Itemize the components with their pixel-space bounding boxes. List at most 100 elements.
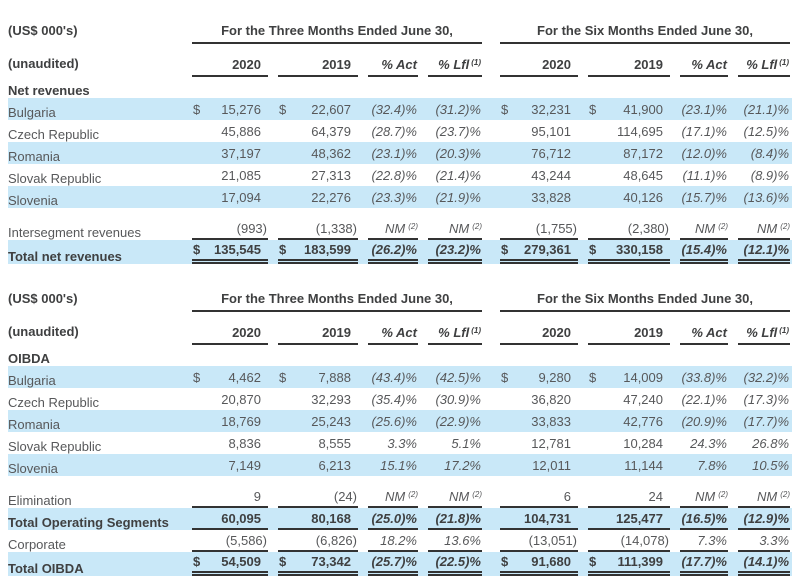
percent-value: 3.3% <box>387 436 417 451</box>
table-row: Slovenia 7,149 6,213 15.1% 17.2% 12,011 11,144… <box>8 454 793 476</box>
act-header-label: % Act <box>691 57 727 72</box>
value-cell: 18,769 <box>184 410 270 432</box>
percent-value: 26.8% <box>752 436 790 451</box>
value-cell: (1,755) <box>484 208 580 240</box>
percent-value: 15.1% <box>380 458 417 473</box>
value-cell: (12.0)% <box>672 142 730 164</box>
percent-value: NM <box>757 221 778 236</box>
three-months-title: For the Three Months Ended June 30, <box>192 289 482 312</box>
percent-value: (21.8)% <box>435 511 481 526</box>
dollar-sign: $ <box>193 370 201 385</box>
percent-value: (22.1)% <box>681 392 727 407</box>
value-cell: 114,695 <box>580 120 672 142</box>
col-6m-lfl: % Lfl (1) <box>730 312 792 345</box>
table-row: Corporate (5,586) (6,826) 18.2% 13.6% (13,051… <box>8 530 792 552</box>
dollar-sign: $ <box>589 554 597 569</box>
value-cell: 33,828 <box>484 186 580 208</box>
percent-value: (11.1)% <box>682 168 727 183</box>
table-row: Slovak Republic 21,085 27,313 (22.8)% (21.4)… <box>8 164 792 186</box>
value-cell: 7.8% <box>672 454 730 476</box>
percent-value: (32.4)% <box>371 102 417 117</box>
value-cell: 12,781 <box>484 432 580 454</box>
table-row: Romania 18,769 25,243 (25.6)% (22.9)% 33,833 4… <box>8 410 793 432</box>
act-header-label: % Act <box>381 57 417 72</box>
amount-value: (24) <box>333 489 357 504</box>
row-label: Slovenia <box>8 454 184 476</box>
amount-value: 40,126 <box>623 190 663 205</box>
value-cell: (12.9)% <box>730 508 793 530</box>
table-row: Total net revenues $135,545 $183,599 (26.2)… <box>8 240 793 264</box>
percent-value: (15.7)% <box>681 190 727 205</box>
amount-value: (6,826) <box>315 533 357 548</box>
row-label: Bulgaria <box>8 98 184 120</box>
value-cell: 10.5% <box>730 454 793 476</box>
percent-value: (25.7)% <box>371 554 417 569</box>
col-6m-2020: 2020 <box>484 312 580 345</box>
dollar-sign: $ <box>279 102 287 117</box>
value-cell: 48,362 <box>270 142 360 164</box>
value-cell: 10,284 <box>580 432 672 454</box>
value-cell: NM (2) <box>730 208 792 240</box>
footnote-2-marker: (2) <box>472 490 482 499</box>
value-cell: (43.4)% <box>360 366 420 388</box>
amount-value: 43,244 <box>531 168 571 183</box>
value-cell: (42.5)% <box>420 366 484 388</box>
row-label: Slovenia <box>8 186 184 208</box>
value-cell: (13.6)% <box>730 186 793 208</box>
percent-value: (17.7)% <box>743 414 790 429</box>
footnote-1-marker: (1) <box>779 58 790 67</box>
amount-value: 4,462 <box>228 370 261 385</box>
value-cell: 15.1% <box>360 454 420 476</box>
percent-value: NM <box>385 489 406 504</box>
value-cell: 7,149 <box>184 454 270 476</box>
percent-value: NM <box>449 221 470 236</box>
value-cell: (17.3)% <box>730 388 792 410</box>
dollar-sign: $ <box>501 242 509 257</box>
value-cell: 5.1% <box>420 432 484 454</box>
table-body: Bulgaria $15,276 $22,607 (32.4)% (31.2)% $32,… <box>8 98 793 264</box>
amount-value: 9,280 <box>538 370 571 385</box>
value-cell: $54,509 <box>184 552 270 576</box>
value-cell: 42,776 <box>580 410 672 432</box>
value-cell: NM (2) <box>360 208 420 240</box>
amount-value: 12,781 <box>531 436 571 451</box>
value-cell: (32.4)% <box>360 98 420 120</box>
value-cell: (13,051) <box>484 530 580 552</box>
amount-value: 76,712 <box>531 146 571 161</box>
value-cell: 87,172 <box>580 142 672 164</box>
percent-value: (15.4)% <box>681 242 727 257</box>
dollar-sign: $ <box>279 554 287 569</box>
lfl-header-label: % Lfl <box>438 57 470 72</box>
value-cell: $32,231 <box>484 98 580 120</box>
footnote-2-marker: (2) <box>780 222 791 231</box>
value-cell: $135,545 <box>184 240 270 264</box>
percent-value: (35.4)% <box>371 392 417 407</box>
row-label: Slovak Republic <box>8 171 102 186</box>
percent-value: (33.8)% <box>681 370 727 385</box>
table-row: Bulgaria $4,462 $7,888 (43.4)% (42.5)% $9,280… <box>8 366 793 388</box>
col-3m-2020: 2020 <box>184 44 270 77</box>
amount-value: 64,379 <box>311 124 351 139</box>
value-cell: (11.1)% <box>672 164 730 186</box>
value-cell: (16.5)% <box>672 508 730 530</box>
footnote-2-marker: (2) <box>718 490 728 499</box>
col-6m-2019: 2019 <box>580 44 672 77</box>
col-6m-act: % Act <box>672 44 730 77</box>
percent-value: (17.7)% <box>681 554 727 569</box>
value-cell: (17.1)% <box>672 120 730 142</box>
value-cell: (32.2)% <box>730 366 793 388</box>
three-months-group-header: For the Three Months Ended June 30, <box>184 276 484 312</box>
value-cell: 104,731 <box>484 508 580 530</box>
dollar-sign: $ <box>589 370 597 385</box>
percent-value: (26.2)% <box>371 242 417 257</box>
amount-value: 20,870 <box>221 392 261 407</box>
value-cell: (993) <box>184 208 270 240</box>
amount-value: 330,158 <box>616 242 663 257</box>
footnote-2-marker: (2) <box>408 490 418 499</box>
value-cell: 18.2% <box>360 530 420 552</box>
row-label: Slovak Republic <box>8 439 102 454</box>
value-cell: (30.9)% <box>420 388 484 410</box>
dollar-sign: $ <box>193 554 201 569</box>
value-cell: $41,900 <box>580 98 672 120</box>
table-row: Romania 37,197 48,362 (23.1)% (20.3)% 76,712 8… <box>8 142 793 164</box>
